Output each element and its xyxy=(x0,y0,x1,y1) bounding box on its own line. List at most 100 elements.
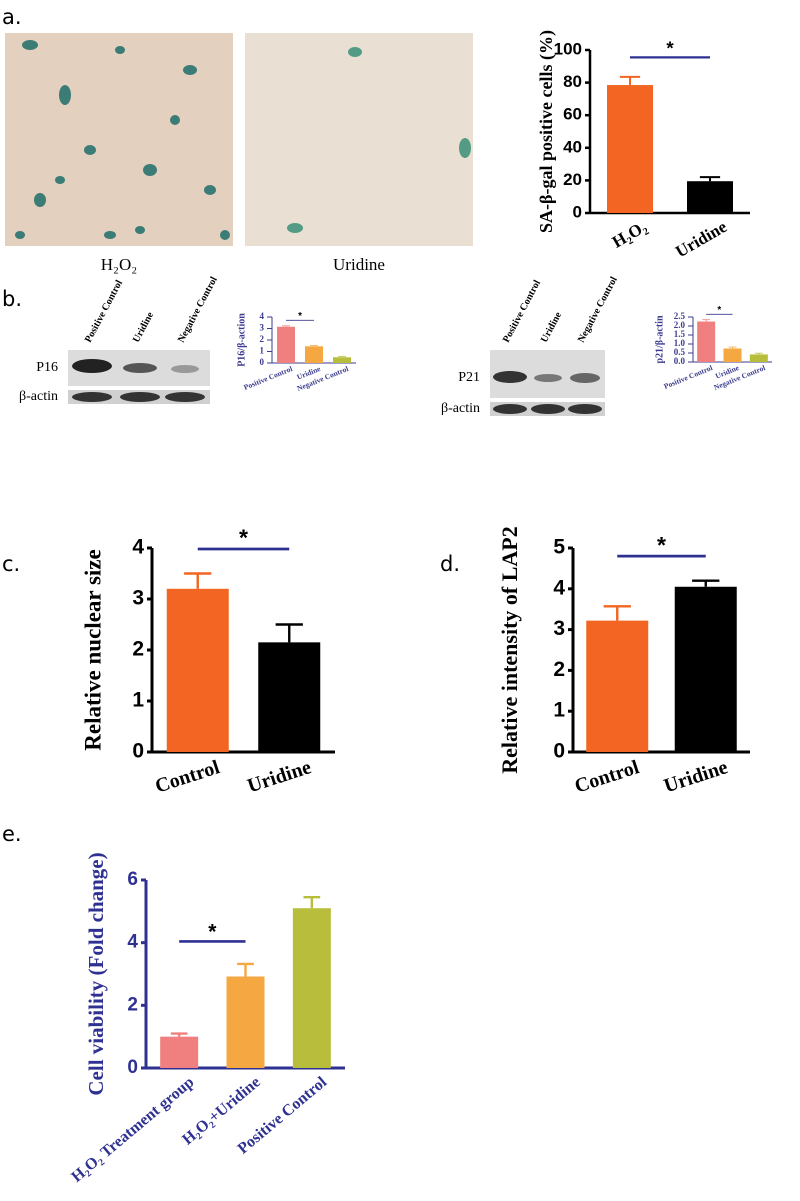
y-tick-label: 0 xyxy=(553,740,565,763)
significance-label: * xyxy=(208,920,217,943)
y-tick-label: 3 xyxy=(260,323,265,333)
y-tick-label: 2.0 xyxy=(674,320,686,330)
error-bar xyxy=(310,345,318,347)
panel-label: a. xyxy=(2,5,22,29)
significance-label: * xyxy=(298,311,302,322)
panel-label: d. xyxy=(440,552,460,576)
y-tick-label: 6 xyxy=(127,869,138,890)
panel-label: c. xyxy=(2,552,20,576)
y-tick-label: 3 xyxy=(132,587,144,610)
x-tick-label: Uridine xyxy=(245,756,314,797)
x-tick-label: H₂O₂ xyxy=(609,217,650,252)
image-caption: H₂O₂ xyxy=(101,255,137,274)
y-tick-label: 0 xyxy=(132,740,144,763)
western-blot xyxy=(490,350,605,416)
micrograph xyxy=(5,33,233,246)
y-tick-label: 2 xyxy=(132,638,144,661)
y-axis-label: Relative intensity of LAP2 xyxy=(497,526,522,773)
y-tick-label: 0 xyxy=(573,202,582,221)
y-tick-label: 2 xyxy=(553,658,565,681)
error-bar xyxy=(282,325,290,327)
y-tick-label: 1 xyxy=(553,699,565,722)
bar xyxy=(697,321,716,362)
bar xyxy=(226,976,265,1068)
panel-label: b. xyxy=(2,287,22,311)
y-tick-label: 20 xyxy=(563,170,582,189)
lane-label: Negative Control xyxy=(576,275,620,345)
bar xyxy=(166,588,229,752)
bar xyxy=(607,85,653,213)
error-bar xyxy=(184,572,212,589)
bar xyxy=(687,181,733,213)
significance-label: * xyxy=(717,305,721,316)
error-bar xyxy=(338,355,346,358)
significance-label: * xyxy=(239,525,248,551)
y-tick-label: 0 xyxy=(127,1057,138,1078)
y-axis-label: Relative nuclear size xyxy=(80,549,105,750)
y-tick-label: 0 xyxy=(260,357,265,367)
bar xyxy=(277,326,295,363)
y-tick-label: 4 xyxy=(260,311,265,321)
y-tick-label: 4 xyxy=(127,932,138,953)
band-label: β-actin xyxy=(19,389,58,404)
y-axis-label: P16/β-action xyxy=(236,313,247,367)
error-bar xyxy=(754,352,763,355)
error-bar xyxy=(699,176,721,182)
x-tick-label: Positive Control xyxy=(663,363,714,391)
y-tick-label: 2 xyxy=(260,334,265,344)
western-blot xyxy=(68,350,210,404)
x-tick-label: Uridine xyxy=(672,217,730,262)
bar xyxy=(160,1036,199,1068)
y-axis-label: p21/β-actin xyxy=(654,315,665,363)
bar xyxy=(258,642,321,752)
error-bar xyxy=(275,623,303,643)
error-bar xyxy=(170,1032,188,1037)
x-tick-label: Uridine xyxy=(661,756,730,797)
image-caption: Uridine xyxy=(333,255,385,274)
micrograph xyxy=(245,33,473,246)
y-tick-label: 2 xyxy=(127,994,138,1015)
bar xyxy=(674,586,737,752)
error-bar xyxy=(702,319,711,322)
lane-label: Positive Control xyxy=(83,278,125,344)
panel-label: e. xyxy=(2,822,22,846)
y-tick-label: 4 xyxy=(132,536,144,559)
x-tick-label: Positive Control xyxy=(242,364,293,392)
y-tick-label: 60 xyxy=(563,105,582,124)
error-bar xyxy=(692,579,720,587)
x-tick-label: Control xyxy=(572,756,642,798)
bar xyxy=(586,620,649,752)
y-tick-label: 40 xyxy=(563,137,582,156)
bar xyxy=(305,346,323,363)
lane-label: Negative Control xyxy=(176,275,220,345)
significance-label: * xyxy=(666,38,674,59)
y-tick-label: 1 xyxy=(132,689,144,712)
error-bar xyxy=(603,605,631,621)
y-tick-label: 2.5 xyxy=(674,311,686,321)
error-bar xyxy=(303,896,321,909)
error-bar xyxy=(728,346,737,349)
y-tick-label: 3 xyxy=(553,617,565,640)
bar xyxy=(292,908,331,1068)
y-axis-label: Cell viability (Fold change) xyxy=(84,852,108,1095)
y-axis-label: SA-β-gal positive cells (%) xyxy=(536,30,557,233)
bar xyxy=(749,354,768,362)
error-bar xyxy=(619,75,641,86)
band-label: P16 xyxy=(36,360,58,375)
lane-label: Uridine xyxy=(131,310,156,345)
y-tick-label: 0.0 xyxy=(674,356,686,366)
lane-label: Positive Control xyxy=(501,278,543,344)
y-tick-label: 1.0 xyxy=(674,338,686,348)
y-tick-label: 0.5 xyxy=(674,347,686,357)
lane-label: Uridine xyxy=(539,310,564,345)
y-tick-label: 5 xyxy=(553,536,565,559)
error-bar xyxy=(237,962,254,977)
x-tick-label: Control xyxy=(153,756,223,798)
band-label: P21 xyxy=(458,370,480,385)
bar xyxy=(333,357,351,363)
y-tick-label: 1 xyxy=(260,346,265,356)
y-tick-label: 1.5 xyxy=(674,329,686,339)
significance-label: * xyxy=(657,532,666,558)
